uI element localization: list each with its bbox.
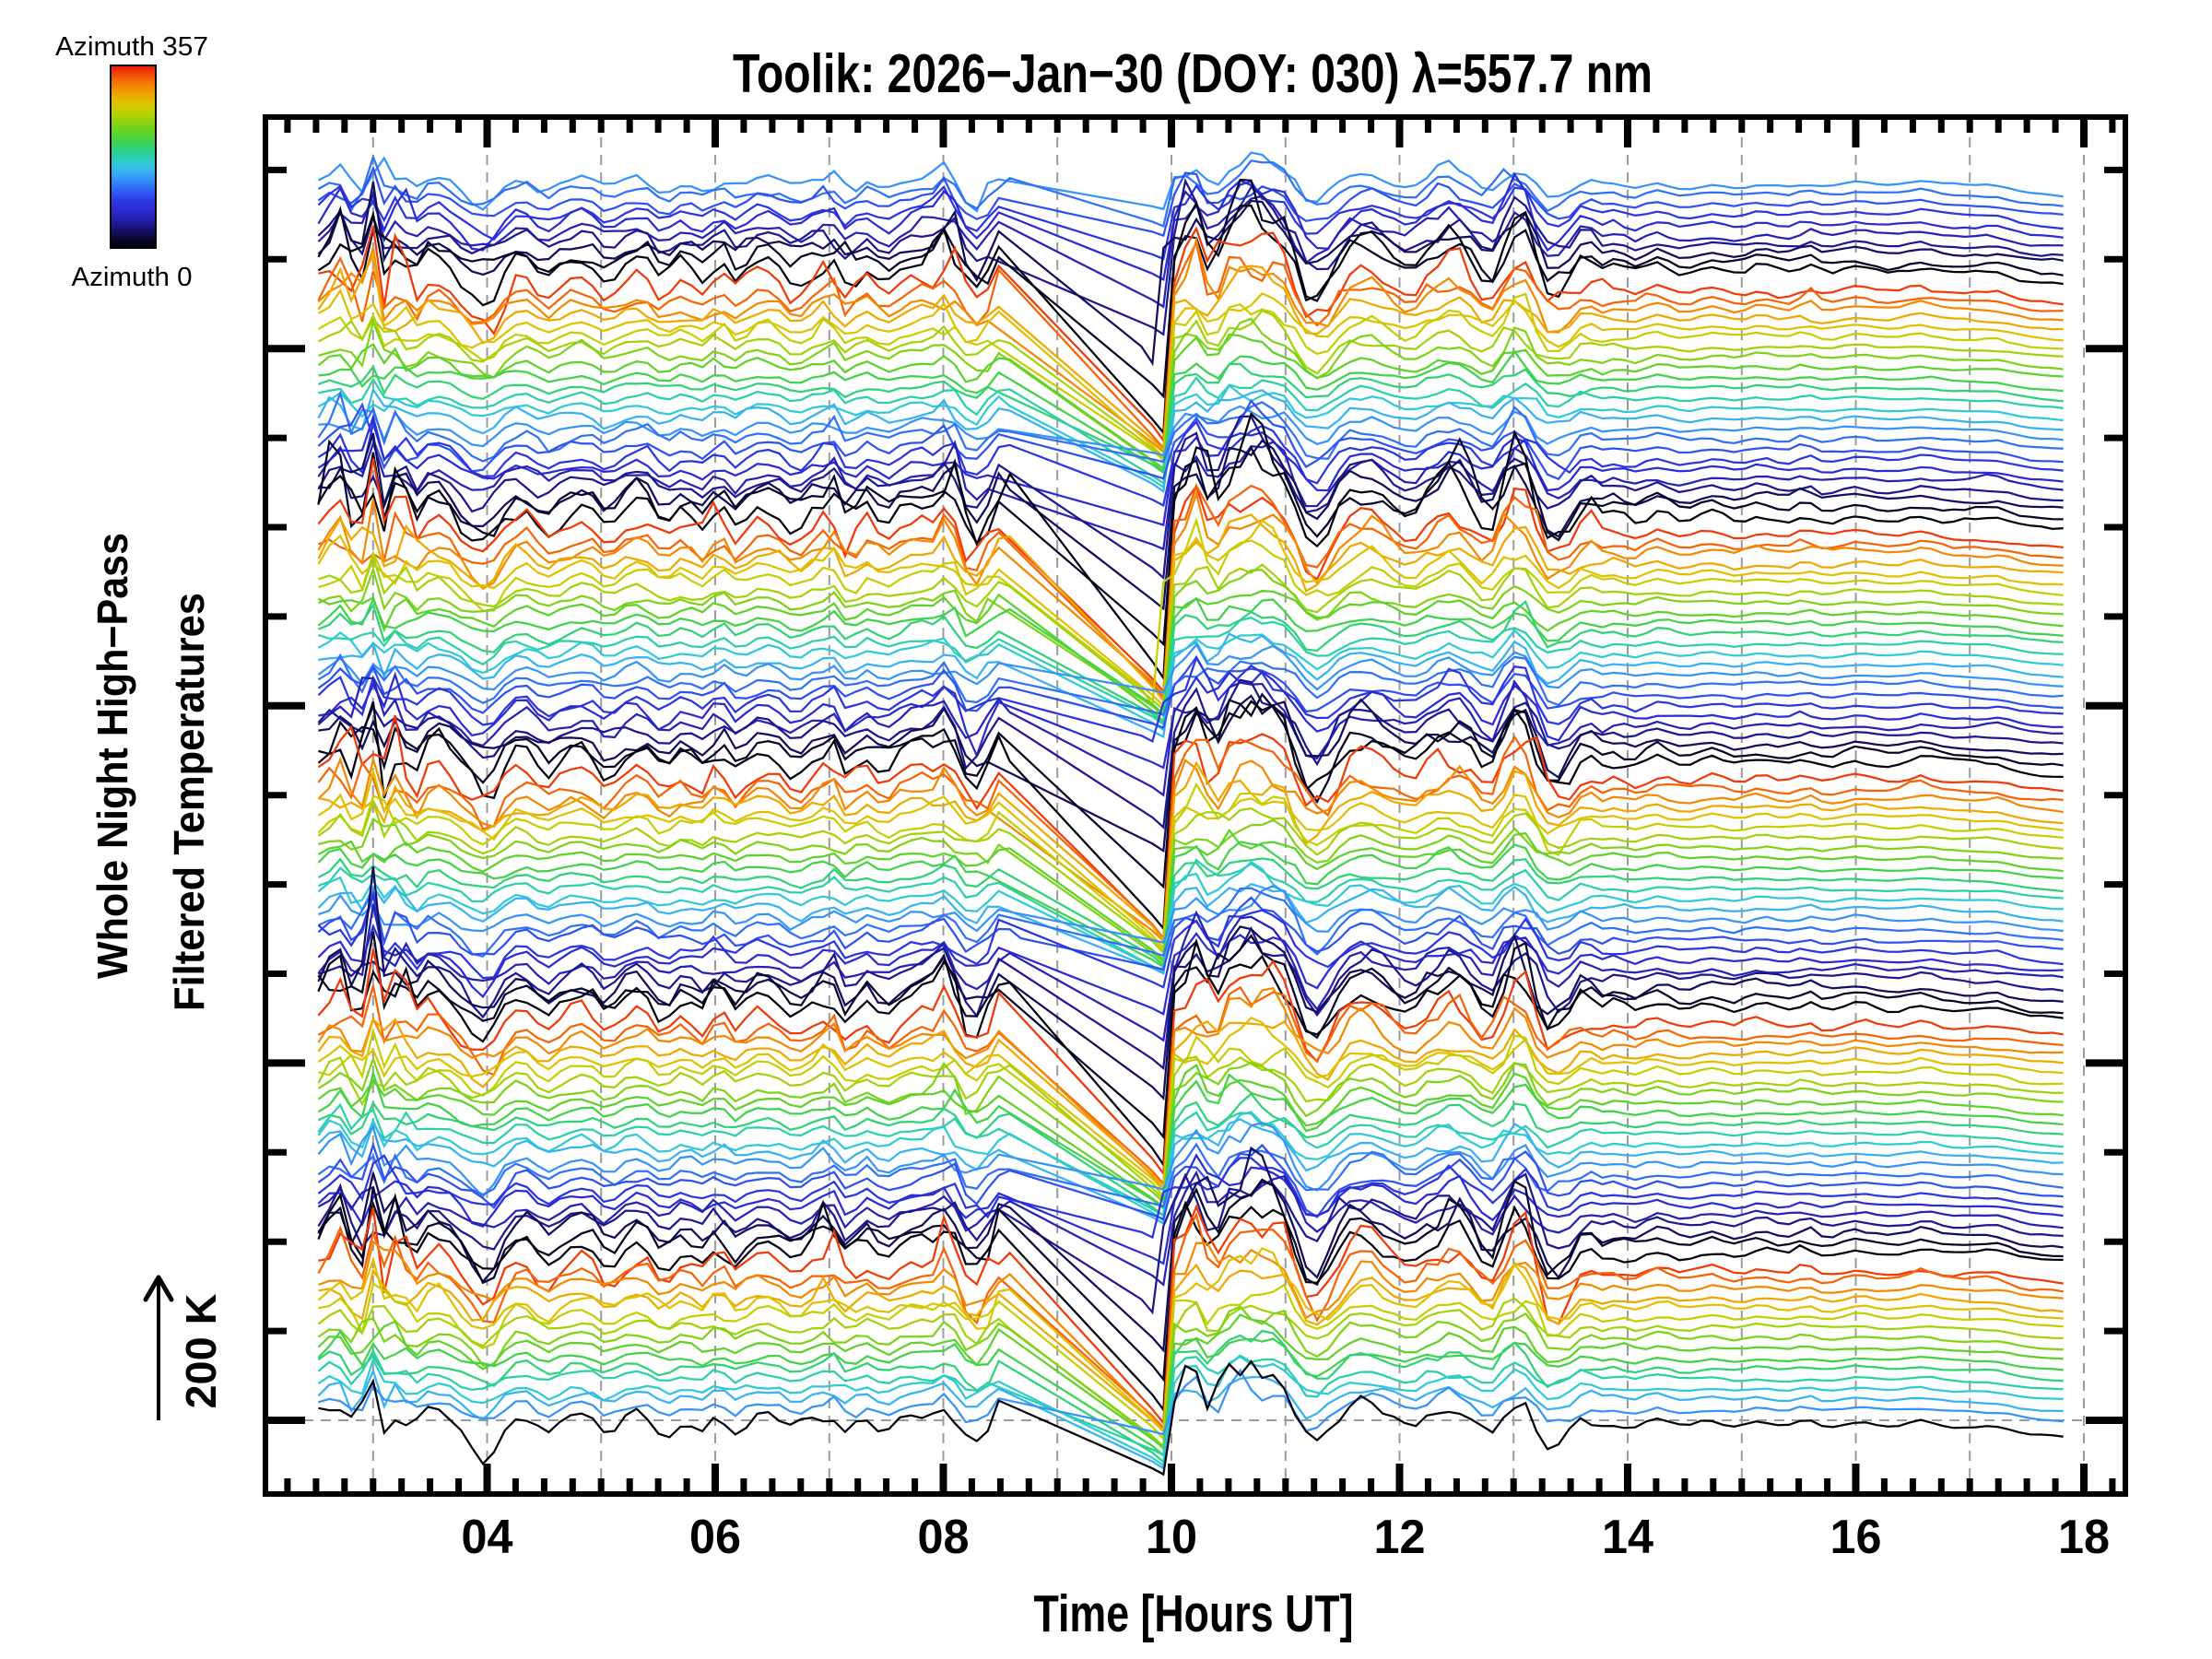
svg-text:06: 06 <box>689 1511 741 1564</box>
svg-text:10: 10 <box>1146 1511 1197 1564</box>
svg-text:Toolik: 2026−Jan−30 (DOY: 030): Toolik: 2026−Jan−30 (DOY: 030) λ=557.7 n… <box>733 43 1653 104</box>
svg-text:18: 18 <box>2058 1511 2110 1564</box>
svg-text:200 K: 200 K <box>177 1294 225 1409</box>
svg-text:Azimuth 0: Azimuth 0 <box>72 263 193 292</box>
svg-text:Time [Hours UT]: Time [Hours UT] <box>1034 1584 1354 1643</box>
svg-text:14: 14 <box>1602 1511 1653 1564</box>
svg-text:Whole Night High−Pass: Whole Night High−Pass <box>88 533 136 979</box>
svg-text:Filtered Temperatures: Filtered Temperatures <box>165 593 213 1011</box>
svg-text:12: 12 <box>1374 1511 1426 1564</box>
svg-text:16: 16 <box>1830 1511 1882 1564</box>
svg-text:08: 08 <box>918 1511 970 1564</box>
svg-text:04: 04 <box>462 1511 513 1564</box>
svg-text:Azimuth 357: Azimuth 357 <box>55 32 208 62</box>
